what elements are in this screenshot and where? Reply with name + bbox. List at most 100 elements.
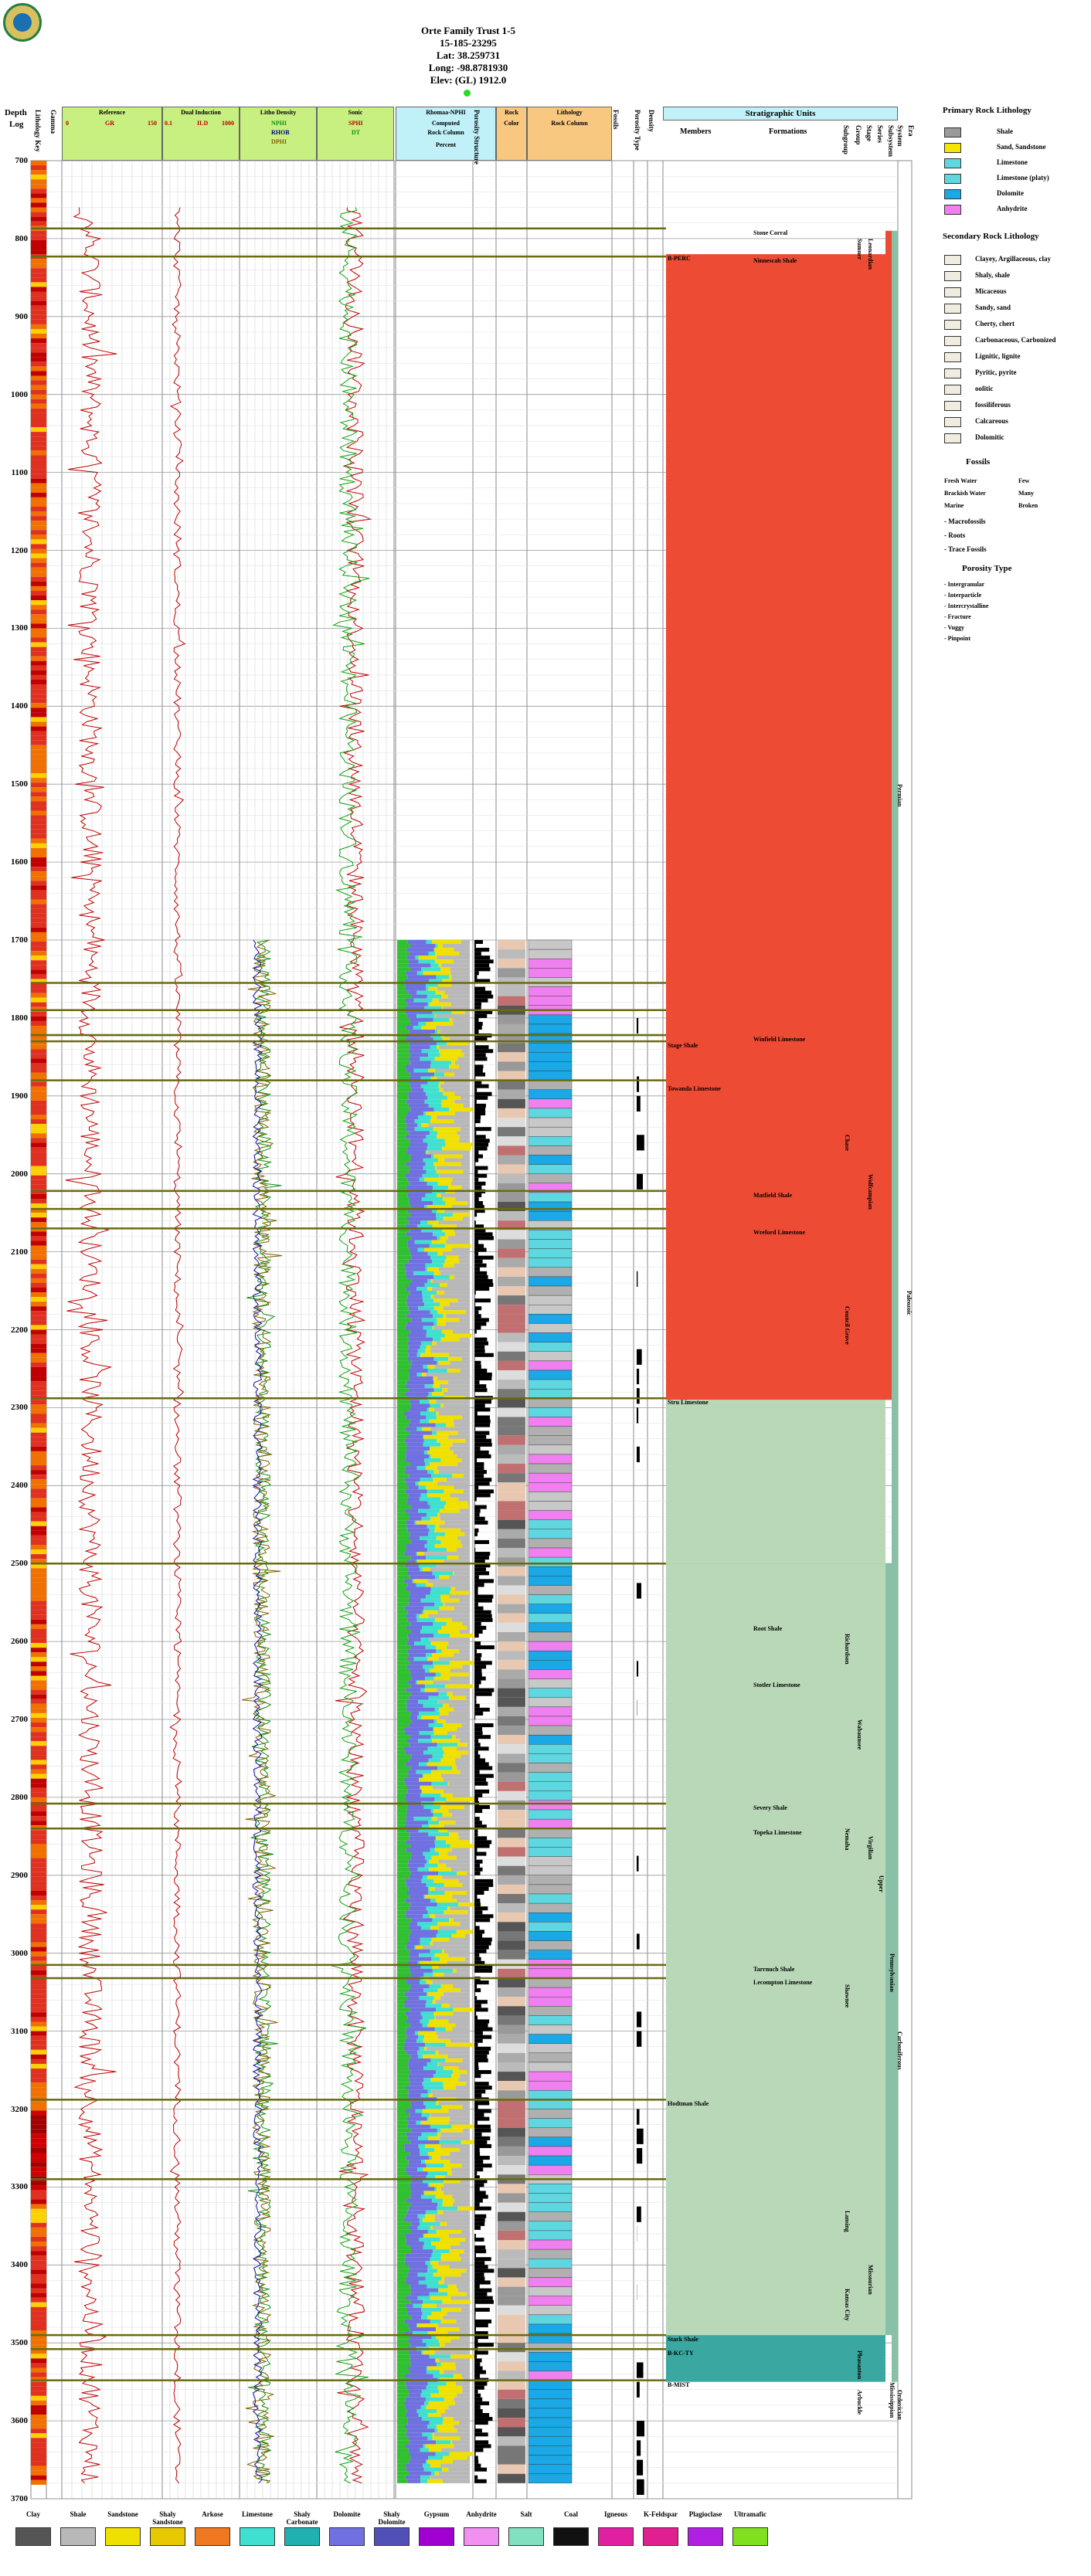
- lith-key-cell: [31, 1928, 46, 1933]
- rock-column-cell: [429, 1824, 444, 1829]
- rock-column-cell: [421, 1025, 437, 1030]
- rock-column-cell: [397, 2335, 411, 2340]
- rock-column-cell: [439, 2140, 461, 2144]
- rock-column-cell: [407, 1341, 422, 1346]
- rock-column-cell: [397, 2350, 410, 2355]
- rock-column-cell: [428, 1614, 470, 1618]
- porosity-bar: [474, 1824, 487, 1829]
- lith-key-cell: [31, 389, 46, 395]
- lithology-cell: [528, 986, 573, 996]
- porosity-bar: [474, 1064, 484, 1069]
- porosity-bar: [474, 2280, 491, 2285]
- rock-column-cell: [397, 2397, 406, 2401]
- formation-label: Stone Corral: [753, 229, 788, 236]
- rock-column-cell: [417, 1560, 444, 1564]
- rock-column-cell: [397, 1773, 409, 1778]
- rock-column-cell: [397, 986, 406, 991]
- rock-column-cell: [397, 2257, 406, 2262]
- rock-column-cell: [420, 1638, 430, 1642]
- rock-column-cell: [397, 1750, 406, 1755]
- series-label: Upper: [878, 1875, 885, 1892]
- rock-column-cell: [462, 1217, 470, 1221]
- rock-column-cell: [397, 1454, 406, 1458]
- lith-key-cell: [31, 1119, 46, 1125]
- rock-column-cell: [410, 2187, 435, 2191]
- lith-key-cell: [31, 1769, 46, 1774]
- rock-column-cell: [397, 1314, 407, 1319]
- porosity-bar: [474, 971, 479, 976]
- rock-column-cell: [413, 1025, 422, 1030]
- rock-column-cell: [433, 1680, 470, 1685]
- rock-column-cell: [447, 1781, 450, 1786]
- rock-column-cell: [436, 2362, 441, 2367]
- porosity-bar: [474, 1247, 487, 1252]
- bottom-label: Gypsum: [423, 2510, 450, 2518]
- rock-column-cell: [450, 1587, 455, 1591]
- rock-column-cell: [424, 1006, 442, 1010]
- rock-color-cell: [498, 1669, 525, 1679]
- rock-column-cell: [397, 1127, 406, 1132]
- rock-column-cell: [452, 1205, 470, 1210]
- rock-column-cell: [410, 1084, 421, 1088]
- rock-column-cell: [405, 2475, 421, 2479]
- lith-key-cell: [31, 946, 46, 952]
- rock-column-cell: [397, 2358, 410, 2363]
- lithology-cell: [528, 2118, 573, 2128]
- rock-column-cell: [450, 1181, 470, 1186]
- porosity-bar: [474, 1797, 478, 1801]
- rock-column-cell: [397, 2425, 406, 2429]
- rock-column-cell: [426, 1021, 454, 1026]
- rock-column-cell: [444, 1750, 468, 1755]
- lith-key-cell: [31, 1418, 46, 1424]
- rock-column-cell: [437, 2408, 446, 2414]
- rock-column-cell: [410, 1107, 434, 1112]
- rock-column-cell: [405, 2425, 428, 2429]
- rock-column-cell: [413, 1657, 428, 1661]
- rock-column-cell: [458, 2078, 470, 2082]
- rock-column-cell: [436, 2229, 462, 2234]
- density-bar: [637, 2109, 640, 2125]
- secondary-label: Lignitic, lignite: [975, 352, 1021, 360]
- lith-key-cell: [31, 2260, 46, 2265]
- depth-label: 900: [15, 311, 29, 321]
- rock-column-cell: [430, 1949, 443, 1953]
- rock-column-cell: [423, 1895, 425, 1899]
- porosity-bar: [474, 1030, 479, 1034]
- rock-column-cell: [436, 1025, 470, 1030]
- rock-column-cell: [436, 1536, 458, 1540]
- rock-column-cell: [397, 1458, 406, 1463]
- lith-key-cell: [31, 2199, 46, 2204]
- rock-column-cell: [417, 1247, 424, 1252]
- lithology-cell: [528, 2259, 573, 2269]
- rock-column-cell: [397, 1594, 410, 1599]
- lithology-cell: [528, 1295, 573, 1305]
- nphi-curve: [246, 939, 282, 2483]
- lith-key-cell: [31, 1937, 46, 1943]
- rock-column-cell: [411, 1088, 424, 1092]
- rock-column-cell: [407, 1244, 430, 1248]
- rock-column-cell: [417, 2167, 423, 2172]
- porosity-bar: [474, 1388, 488, 1393]
- rock-column-cell: [397, 1372, 410, 1377]
- lith-key-cell: [31, 628, 46, 633]
- rock-color-cell: [498, 2202, 525, 2212]
- rock-column-cell: [430, 1295, 434, 1299]
- api-number: 15-185-23295: [440, 37, 497, 49]
- lith-key-cell: [31, 1035, 46, 1040]
- porosity-bar: [474, 2335, 488, 2340]
- rock-column-cell: [440, 1084, 470, 1088]
- rock-column-cell: [437, 944, 443, 949]
- rock-column-cell: [411, 1692, 439, 1696]
- rock-column-cell: [438, 983, 452, 987]
- rock-column-cell: [397, 1185, 407, 1190]
- porosity-bar: [474, 1625, 487, 1630]
- lith-key-cell: [31, 1297, 46, 1302]
- rock-color-cell: [498, 2436, 525, 2446]
- lith-key-cell: [31, 969, 46, 975]
- rock-column-cell: [427, 2023, 456, 2028]
- porosity-bar: [474, 1021, 483, 1026]
- rock-column-cell: [432, 1010, 452, 1014]
- porosity-bar: [474, 1356, 475, 1361]
- lith-key-cell: [31, 2120, 46, 2125]
- rock-column-cell: [397, 1804, 408, 1810]
